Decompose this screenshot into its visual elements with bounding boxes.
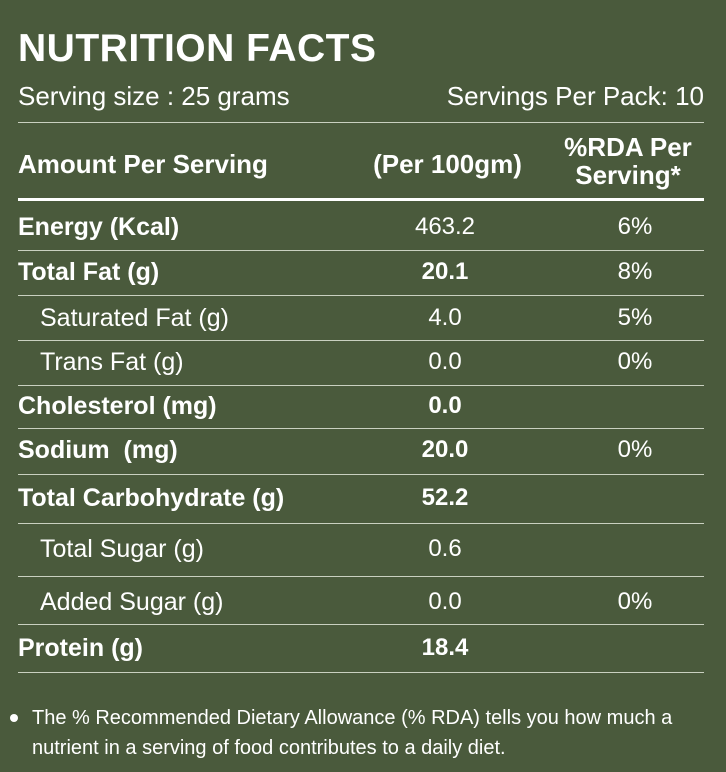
table-row: Energy (Kcal) 463.2 6%	[0, 205, 726, 249]
row-divider	[18, 340, 704, 341]
nutrient-name: Saturated Fat (g)	[40, 304, 229, 332]
nutrient-name: Sodium (mg)	[18, 436, 178, 464]
header-divider	[18, 198, 704, 201]
page-title: NUTRITION FACTS	[18, 27, 377, 70]
nutrient-name: Total Fat (g)	[18, 258, 160, 286]
row-divider	[18, 250, 704, 251]
nutrient-name: Energy (Kcal)	[18, 213, 180, 241]
row-divider	[18, 385, 704, 386]
serving-size: Serving size : 25 grams	[18, 81, 290, 111]
row-divider	[18, 474, 704, 475]
nutrient-rda: 0%	[617, 436, 653, 463]
nutrient-value: 4.0	[428, 304, 462, 331]
bullet-icon	[10, 714, 18, 722]
table-row: Total Carbohydrate (g) 52.2	[0, 476, 726, 520]
table-row: Total Fat (g) 20.1 8%	[0, 250, 726, 294]
table-row: Saturated Fat (g) 4.0 5%	[0, 296, 726, 340]
nutrient-value: 0.6	[428, 535, 462, 562]
row-divider	[18, 576, 704, 577]
table-row: Cholesterol (mg) 0.0	[0, 384, 726, 428]
table-row: Total Sugar (g) 0.6	[0, 527, 726, 571]
nutrient-rda: 5%	[617, 304, 653, 331]
nutrient-name: Protein (g)	[18, 634, 143, 662]
nutrient-value: 463.2	[414, 213, 476, 240]
header-amount: Amount Per Serving	[18, 149, 268, 179]
nutrient-value: 20.1	[421, 258, 469, 285]
nutrient-name: Total Carbohydrate (g)	[18, 484, 285, 512]
row-divider	[18, 523, 704, 524]
nutrient-name: Added Sugar (g)	[40, 588, 224, 616]
nutrient-value: 0.0	[428, 348, 462, 375]
nutrient-value: 18.4	[421, 634, 469, 661]
footnote: The % Recommended Dietary Allowance (% R…	[32, 707, 673, 759]
header-per100: (Per 100gm)	[373, 149, 522, 179]
nutrient-rda: 0%	[617, 588, 653, 615]
nutrient-name: Total Sugar (g)	[40, 535, 204, 563]
nutrient-value: 0.0	[428, 588, 462, 615]
divider	[18, 122, 704, 123]
table-row: Trans Fat (g) 0.0 0%	[0, 340, 726, 384]
nutrient-rda: 8%	[617, 258, 653, 285]
servings-per-pack: Servings Per Pack: 10	[446, 81, 704, 111]
row-divider	[18, 624, 704, 625]
nutrient-rda: 0%	[617, 348, 653, 375]
row-divider	[18, 295, 704, 296]
header-rda-line1: %RDA Per	[564, 132, 692, 162]
row-divider	[18, 428, 704, 429]
table-row: Protein (g) 18.4	[0, 626, 726, 670]
header-rda: %RDA Per Serving*	[548, 133, 708, 189]
nutrient-name: Trans Fat (g)	[40, 348, 184, 376]
table-row: Sodium (mg) 20.0 0%	[0, 428, 726, 472]
nutrient-value: 20.0	[421, 436, 469, 463]
table-row: Added Sugar (g) 0.0 0%	[0, 580, 726, 624]
nutrient-value: 52.2	[421, 484, 469, 511]
row-divider	[18, 672, 704, 673]
nutrient-value: 0.0	[428, 392, 462, 419]
nutrient-name: Cholesterol (mg)	[18, 392, 217, 420]
header-rda-line2: Serving*	[575, 160, 681, 190]
nutrient-rda: 6%	[617, 213, 653, 240]
